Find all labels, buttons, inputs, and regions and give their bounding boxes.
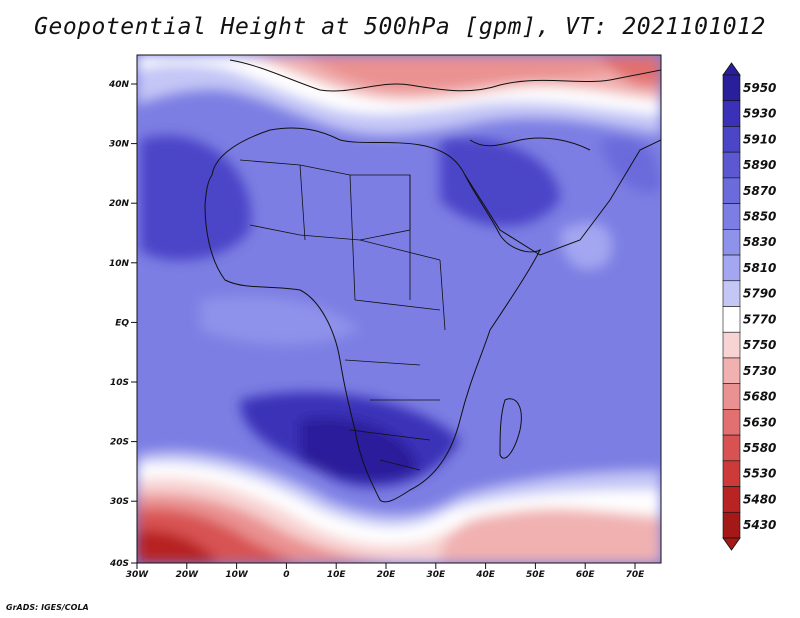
lon-label: 20W (176, 570, 200, 580)
colorbar-swatch (722, 177, 741, 204)
colorbar-bottom-arrow (722, 537, 741, 551)
colorbar-top-arrow (722, 62, 741, 76)
colorbar-swatch (722, 383, 741, 410)
colorbar-level-label: 5870 (743, 184, 776, 198)
colorbar-swatch (722, 511, 741, 539)
colorbar-level-label: 5680 (743, 390, 776, 404)
colorbar-level-label: 5530 (743, 467, 776, 481)
lat-label: 20S (110, 438, 129, 448)
colorbar-level-label: 5630 (743, 415, 776, 429)
grads-credit: GrADS: IGES/COLA (6, 603, 89, 612)
lat-label: 30S (110, 497, 129, 507)
colorbar-level-label: 5850 (743, 209, 776, 223)
colorbar-swatch (722, 229, 741, 256)
colorbar-level-label: 5910 (743, 132, 776, 146)
colorbar-level-label: 5430 (743, 518, 776, 532)
lat-label: EQ (115, 318, 129, 328)
colorbar-swatch (722, 306, 741, 333)
colorbar-level-label: 5750 (743, 338, 776, 352)
lon-label: 50E (526, 570, 546, 580)
colorbar-swatch (722, 126, 741, 153)
colorbar-level-label: 5830 (743, 235, 776, 249)
colorbar-swatch (722, 280, 741, 307)
lat-label: 10S (110, 378, 129, 388)
colorbar-level-label: 5730 (743, 364, 776, 378)
colorbar-swatch (722, 460, 741, 487)
lon-label: 10W (225, 570, 249, 580)
colorbar-swatch (722, 203, 741, 230)
coastlines (204, 59, 661, 503)
colorbar-swatch (722, 254, 741, 282)
longitude-axis: 30W 20W 10W 0 10E 20E 30E 40E 50E 60E 70E (126, 563, 645, 580)
colorbar-level-label: 5810 (743, 261, 776, 275)
lat-label: 30N (109, 140, 130, 150)
colorbar-level-label: 5580 (743, 441, 776, 455)
colorbar-swatch (722, 486, 741, 513)
lat-label: 10N (109, 259, 130, 269)
colorbar-swatch (722, 74, 741, 102)
lon-label: 30W (126, 570, 150, 580)
colorbar-level-label: 5480 (743, 492, 776, 506)
colorbar-level-label: 5950 (743, 81, 776, 95)
lon-label: 70E (626, 570, 646, 580)
colorbar-level-label: 5890 (743, 158, 776, 172)
colorbar-level-label: 5770 (743, 312, 776, 326)
lat-label: 40S (109, 559, 129, 569)
lat-label: 40N (108, 80, 130, 90)
map-title: Geopotential Height at 500hPa [gpm], VT:… (34, 14, 766, 40)
colorbar: 5950 5930 5910 5890 5870 5850 5830 5810 5790 5770… (722, 62, 776, 551)
plot-frame (136, 54, 662, 564)
colorbar-swatch (722, 331, 741, 359)
lon-label: 10E (327, 570, 347, 580)
lon-label: 40E (475, 570, 496, 580)
lon-label: 0 (283, 570, 289, 580)
colorbar-swatch (722, 151, 741, 179)
lat-label: 20N (109, 199, 130, 209)
lon-label: 30E (426, 570, 446, 580)
lon-label: 60E (576, 570, 596, 580)
colorbar-swatch (722, 357, 741, 384)
borders (239, 159, 446, 471)
height-field (137, 55, 661, 563)
colorbar-swatch (722, 409, 741, 436)
latitude-axis: 40N 30N 20N 10N EQ 10S 20S 30S 40S (108, 80, 137, 569)
lon-label: 20E (377, 570, 397, 580)
colorbar-level-label: 5790 (743, 287, 776, 301)
colorbar-swatch (722, 434, 741, 462)
colorbar-swatch (722, 100, 741, 127)
colorbar-level-label: 5930 (743, 107, 776, 121)
